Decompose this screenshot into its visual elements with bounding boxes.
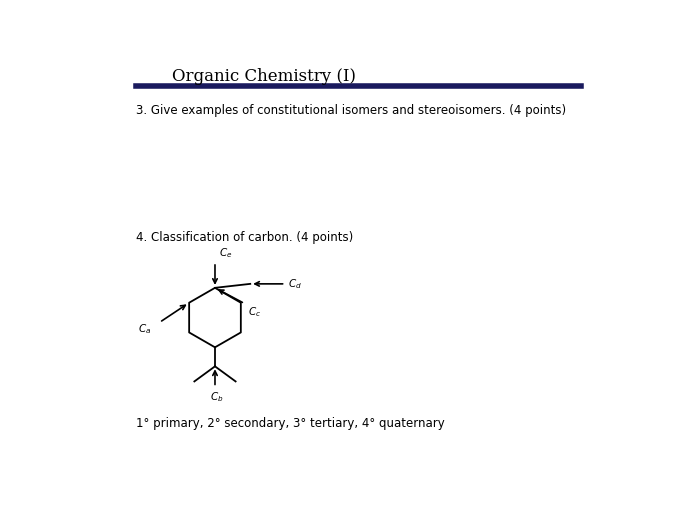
Text: 4. Classification of carbon. (4 points): 4. Classification of carbon. (4 points) bbox=[136, 231, 354, 244]
Text: Organic Chemistry (I): Organic Chemistry (I) bbox=[172, 68, 356, 85]
Text: $C_e$: $C_e$ bbox=[219, 246, 232, 260]
Text: $C_d$: $C_d$ bbox=[288, 277, 302, 291]
Text: 1° primary, 2° secondary, 3° tertiary, 4° quaternary: 1° primary, 2° secondary, 3° tertiary, 4… bbox=[136, 417, 445, 430]
Text: $C_b$: $C_b$ bbox=[210, 390, 223, 404]
Text: $C_c$: $C_c$ bbox=[248, 305, 260, 319]
Text: $C_a$: $C_a$ bbox=[137, 322, 150, 336]
Text: 3. Give examples of constitutional isomers and stereoisomers. (4 points): 3. Give examples of constitutional isome… bbox=[136, 104, 566, 117]
